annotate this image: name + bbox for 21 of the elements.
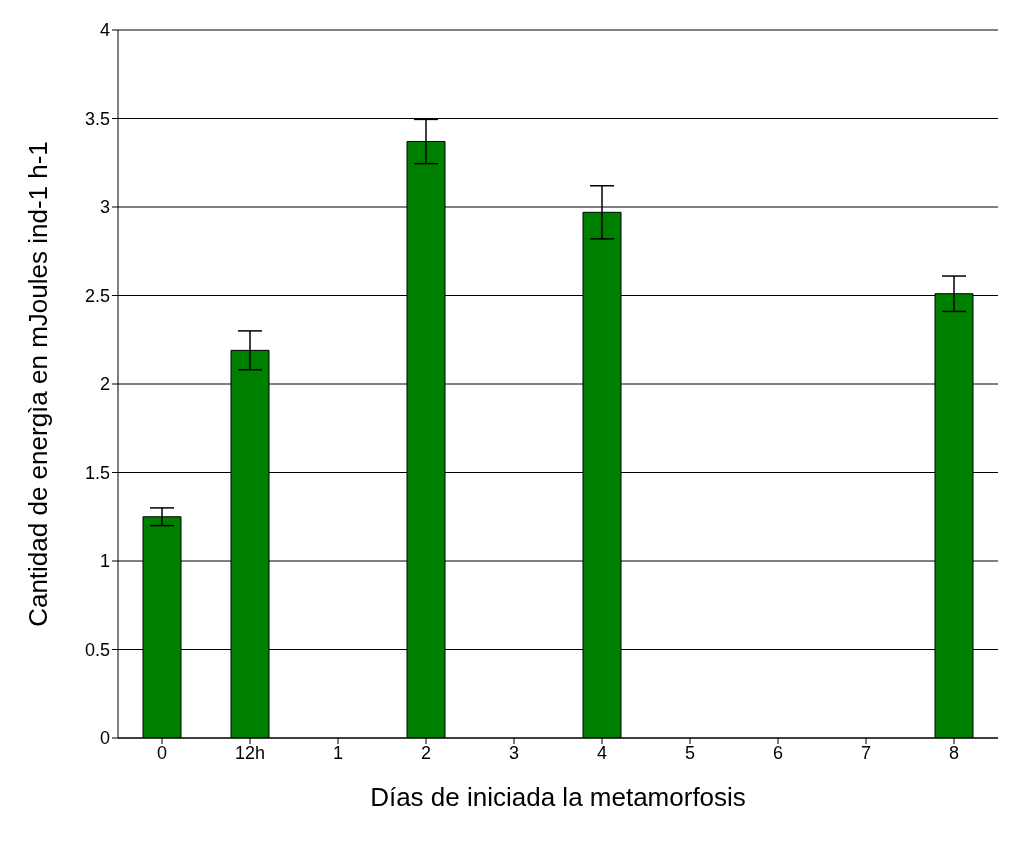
y-tick-label: 0.5 (84, 639, 110, 660)
y-tick-label: 2 (99, 374, 110, 395)
x-axis-title: Días de iniciada la metamorfosis (370, 782, 746, 813)
y-tick-label: 3 (99, 197, 110, 218)
y-tick-label: 0 (99, 728, 110, 749)
x-tick-label: 4 (596, 742, 608, 763)
x-tick-label: 1 (332, 742, 344, 763)
y-tick-label: 4 (99, 20, 110, 41)
x-tick-label: 3 (508, 742, 520, 763)
y-tick-label: 3.5 (84, 108, 110, 129)
y-tick-label: 2.5 (84, 285, 110, 306)
x-tick-label: 12h (234, 742, 266, 763)
y-tick-label: 1.5 (84, 462, 110, 483)
x-tick-label: 6 (772, 742, 784, 763)
x-tick-label: 7 (860, 742, 872, 763)
x-tick-label: 0 (156, 742, 168, 763)
x-tick-label: 2 (420, 742, 432, 763)
x-tick-label: 5 (684, 742, 696, 763)
y-axis-title: Cantidad de energìa en mJoules ind-1 h-1 (23, 141, 54, 627)
y-tick-label: 1 (99, 551, 110, 572)
x-tick-label: 8 (948, 742, 960, 763)
